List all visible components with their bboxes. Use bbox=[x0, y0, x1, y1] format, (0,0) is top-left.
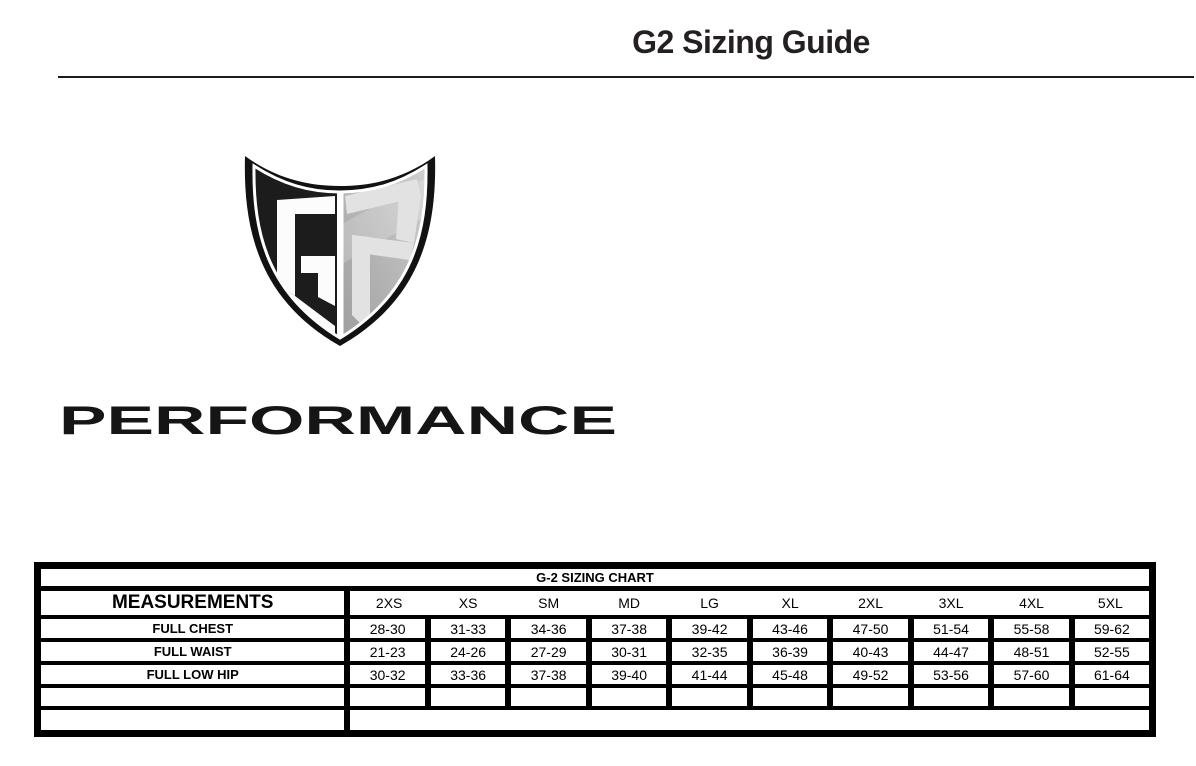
cell: 30-32 bbox=[344, 663, 428, 688]
empty-merged-cell bbox=[347, 708, 1152, 734]
cell: 43-46 bbox=[746, 617, 831, 642]
cell: 52-55 bbox=[1068, 640, 1153, 665]
table-row-empty-merged bbox=[37, 708, 1153, 734]
cell: 27-29 bbox=[505, 640, 589, 665]
size-header-2xl: 2XL bbox=[830, 588, 911, 619]
size-header-xl: XL bbox=[749, 588, 831, 619]
shield-center-divider bbox=[337, 184, 344, 338]
cell: 47-50 bbox=[827, 617, 911, 642]
cell: 59-62 bbox=[1068, 617, 1153, 642]
empty-cell bbox=[37, 708, 351, 734]
empty-cell bbox=[827, 686, 911, 710]
cell: 21-23 bbox=[344, 640, 428, 665]
table-row-full-chest: FULL CHEST 28-30 31-33 34-36 37-38 39-42… bbox=[37, 617, 1153, 642]
cell: 55-58 bbox=[988, 617, 1072, 642]
size-header-3xl: 3XL bbox=[910, 588, 992, 619]
measurements-header: MEASUREMENTS bbox=[37, 588, 351, 619]
cell: 57-60 bbox=[988, 663, 1072, 688]
size-header-sm: SM bbox=[508, 588, 589, 619]
size-header-2xs: 2XS bbox=[347, 588, 428, 619]
cell: 33-36 bbox=[424, 663, 509, 688]
cell: 48-51 bbox=[988, 640, 1072, 665]
cell: 39-40 bbox=[585, 663, 670, 688]
cell: 39-42 bbox=[666, 617, 750, 642]
empty-cell bbox=[585, 686, 670, 710]
cell: 24-26 bbox=[424, 640, 509, 665]
cell: 31-33 bbox=[424, 617, 509, 642]
sizing-table: G-2 SIZING CHART MEASUREMENTS 2XS XS SM … bbox=[34, 562, 1156, 737]
title-divider-rule bbox=[58, 76, 1194, 78]
g2-shield-logo-icon bbox=[244, 156, 436, 346]
size-header-5xl: 5XL bbox=[1071, 588, 1153, 619]
cell: 53-56 bbox=[907, 663, 992, 688]
cell: 45-48 bbox=[746, 663, 831, 688]
size-header-4xl: 4XL bbox=[991, 588, 1072, 619]
cell: 30-31 bbox=[585, 640, 670, 665]
cell: 51-54 bbox=[907, 617, 992, 642]
letter-2 bbox=[345, 179, 421, 333]
empty-cell bbox=[505, 686, 589, 710]
svg-text:PERFORMANCE: PERFORMANCE bbox=[59, 399, 617, 443]
performance-wordmark: PERFORMANCE bbox=[59, 399, 617, 443]
table-row-empty bbox=[37, 686, 1153, 710]
table-title: G-2 SIZING CHART bbox=[37, 565, 1153, 591]
row-label: FULL WAIST bbox=[37, 640, 351, 665]
table-row-full-low-hip: FULL LOW HIP 30-32 33-36 37-38 39-40 41-… bbox=[37, 663, 1153, 688]
cell: 61-64 bbox=[1068, 663, 1153, 688]
cell: 32-35 bbox=[666, 640, 750, 665]
empty-cell bbox=[424, 686, 509, 710]
size-header-md: MD bbox=[588, 588, 670, 619]
size-header-xs: XS bbox=[427, 588, 509, 619]
row-label: FULL LOW HIP bbox=[37, 663, 351, 688]
empty-cell bbox=[907, 686, 992, 710]
cell: 41-44 bbox=[666, 663, 750, 688]
row-label: FULL CHEST bbox=[37, 617, 351, 642]
cell: 34-36 bbox=[505, 617, 589, 642]
cell: 37-38 bbox=[505, 663, 589, 688]
cell: 37-38 bbox=[585, 617, 670, 642]
cell: 44-47 bbox=[907, 640, 992, 665]
empty-cell bbox=[988, 686, 1072, 710]
empty-cell bbox=[344, 686, 428, 710]
empty-cell bbox=[746, 686, 831, 710]
cell: 40-43 bbox=[827, 640, 911, 665]
cell: 28-30 bbox=[344, 617, 428, 642]
cell: 49-52 bbox=[827, 663, 911, 688]
empty-cell bbox=[1068, 686, 1153, 710]
page-title: G2 Sizing Guide bbox=[632, 24, 870, 60]
table-row-full-waist: FULL WAIST 21-23 24-26 27-29 30-31 32-35… bbox=[37, 640, 1153, 665]
empty-cell bbox=[37, 686, 351, 710]
empty-cell bbox=[666, 686, 750, 710]
cell: 36-39 bbox=[746, 640, 831, 665]
size-header-lg: LG bbox=[669, 588, 750, 619]
